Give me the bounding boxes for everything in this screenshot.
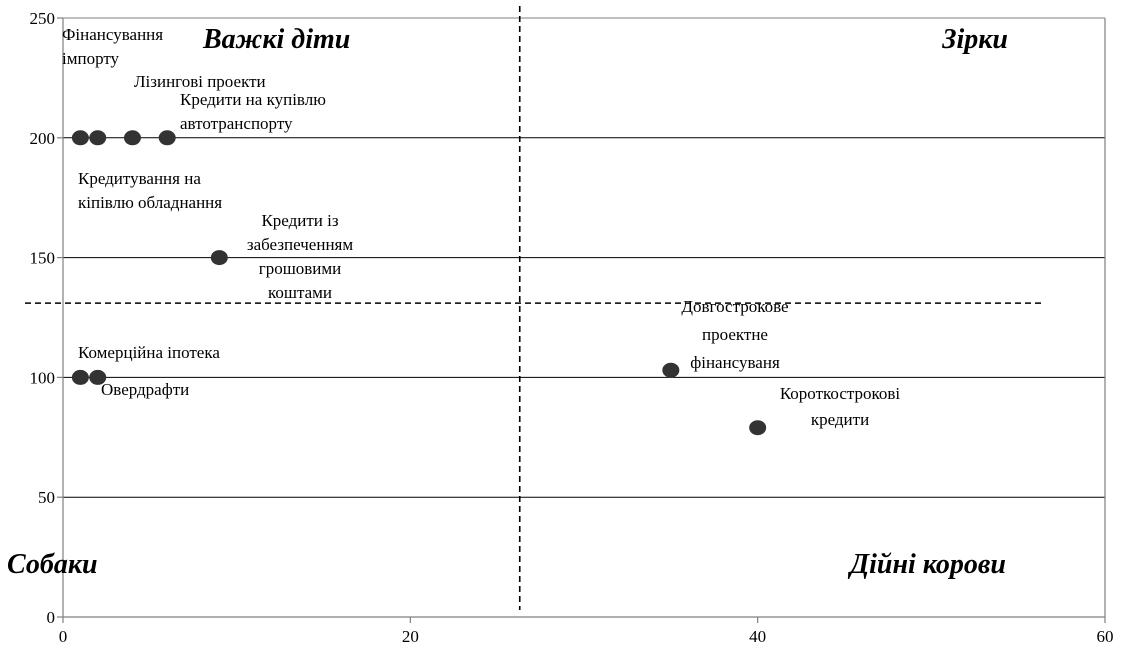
quadrant-labels: Важкі діти Зірки Собаки Дійні корови: [7, 24, 1008, 580]
gridlines: [63, 17, 1105, 498]
point-label: імпорту: [62, 49, 120, 68]
point-label: Лізингові проекти: [134, 72, 266, 91]
point-label: грошовими: [259, 259, 342, 278]
data-point: [662, 362, 680, 378]
axes: [62, 17, 1106, 618]
point-label: забезпеченням: [247, 235, 353, 254]
data-point: [749, 420, 767, 436]
y-tick-label: 0: [47, 608, 56, 627]
point-label: Кредити із: [261, 211, 338, 230]
data-point: [89, 369, 107, 385]
y-tick-label: 50: [38, 488, 55, 507]
point-label: Короткострокові: [780, 384, 901, 403]
point-label: кіпівлю обладнання: [78, 193, 222, 212]
y-tick-label: 200: [30, 129, 56, 148]
quadrant-label-bottom-right: Дійні корови: [847, 549, 1006, 580]
data-point: [210, 250, 228, 266]
data-point: [123, 130, 141, 146]
data-points: [71, 130, 767, 436]
y-tick-label: 100: [30, 368, 56, 387]
point-label: Фінансування: [62, 25, 163, 44]
quadrant-label-top-right: Зірки: [941, 24, 1008, 55]
point-label: Кредити на купівлю: [180, 90, 326, 109]
quadrant-dividers: [25, 6, 1045, 610]
x-tick-label: 40: [749, 627, 766, 646]
point-label: Кредитування на: [78, 169, 201, 188]
x-tick-label: 20: [402, 627, 419, 646]
x-tick-label: 60: [1097, 627, 1114, 646]
point-label: Комерційна іпотека: [78, 343, 220, 362]
point-label: коштами: [268, 283, 332, 302]
data-point: [158, 130, 176, 146]
data-point: [71, 130, 89, 146]
point-label: автотранспорту: [180, 114, 293, 133]
point-label: кредити: [811, 410, 869, 429]
point-label: проектне: [702, 325, 768, 344]
quadrant-label-bottom-left: Собаки: [7, 549, 98, 580]
point-label: фінансуваня: [690, 353, 780, 372]
y-tick-label: 150: [30, 249, 56, 268]
point-label: Довгострокове: [681, 297, 788, 316]
data-point: [71, 369, 89, 385]
point-label: Овердрафти: [101, 380, 189, 399]
data-point: [89, 130, 107, 146]
y-tick-label: 250: [30, 9, 56, 28]
x-tick-label: 0: [59, 627, 68, 646]
quadrant-label-top-left: Важкі діти: [202, 24, 350, 55]
tick-labels: 0 50 100 150 200 250 0 20 40 60: [30, 9, 1114, 646]
